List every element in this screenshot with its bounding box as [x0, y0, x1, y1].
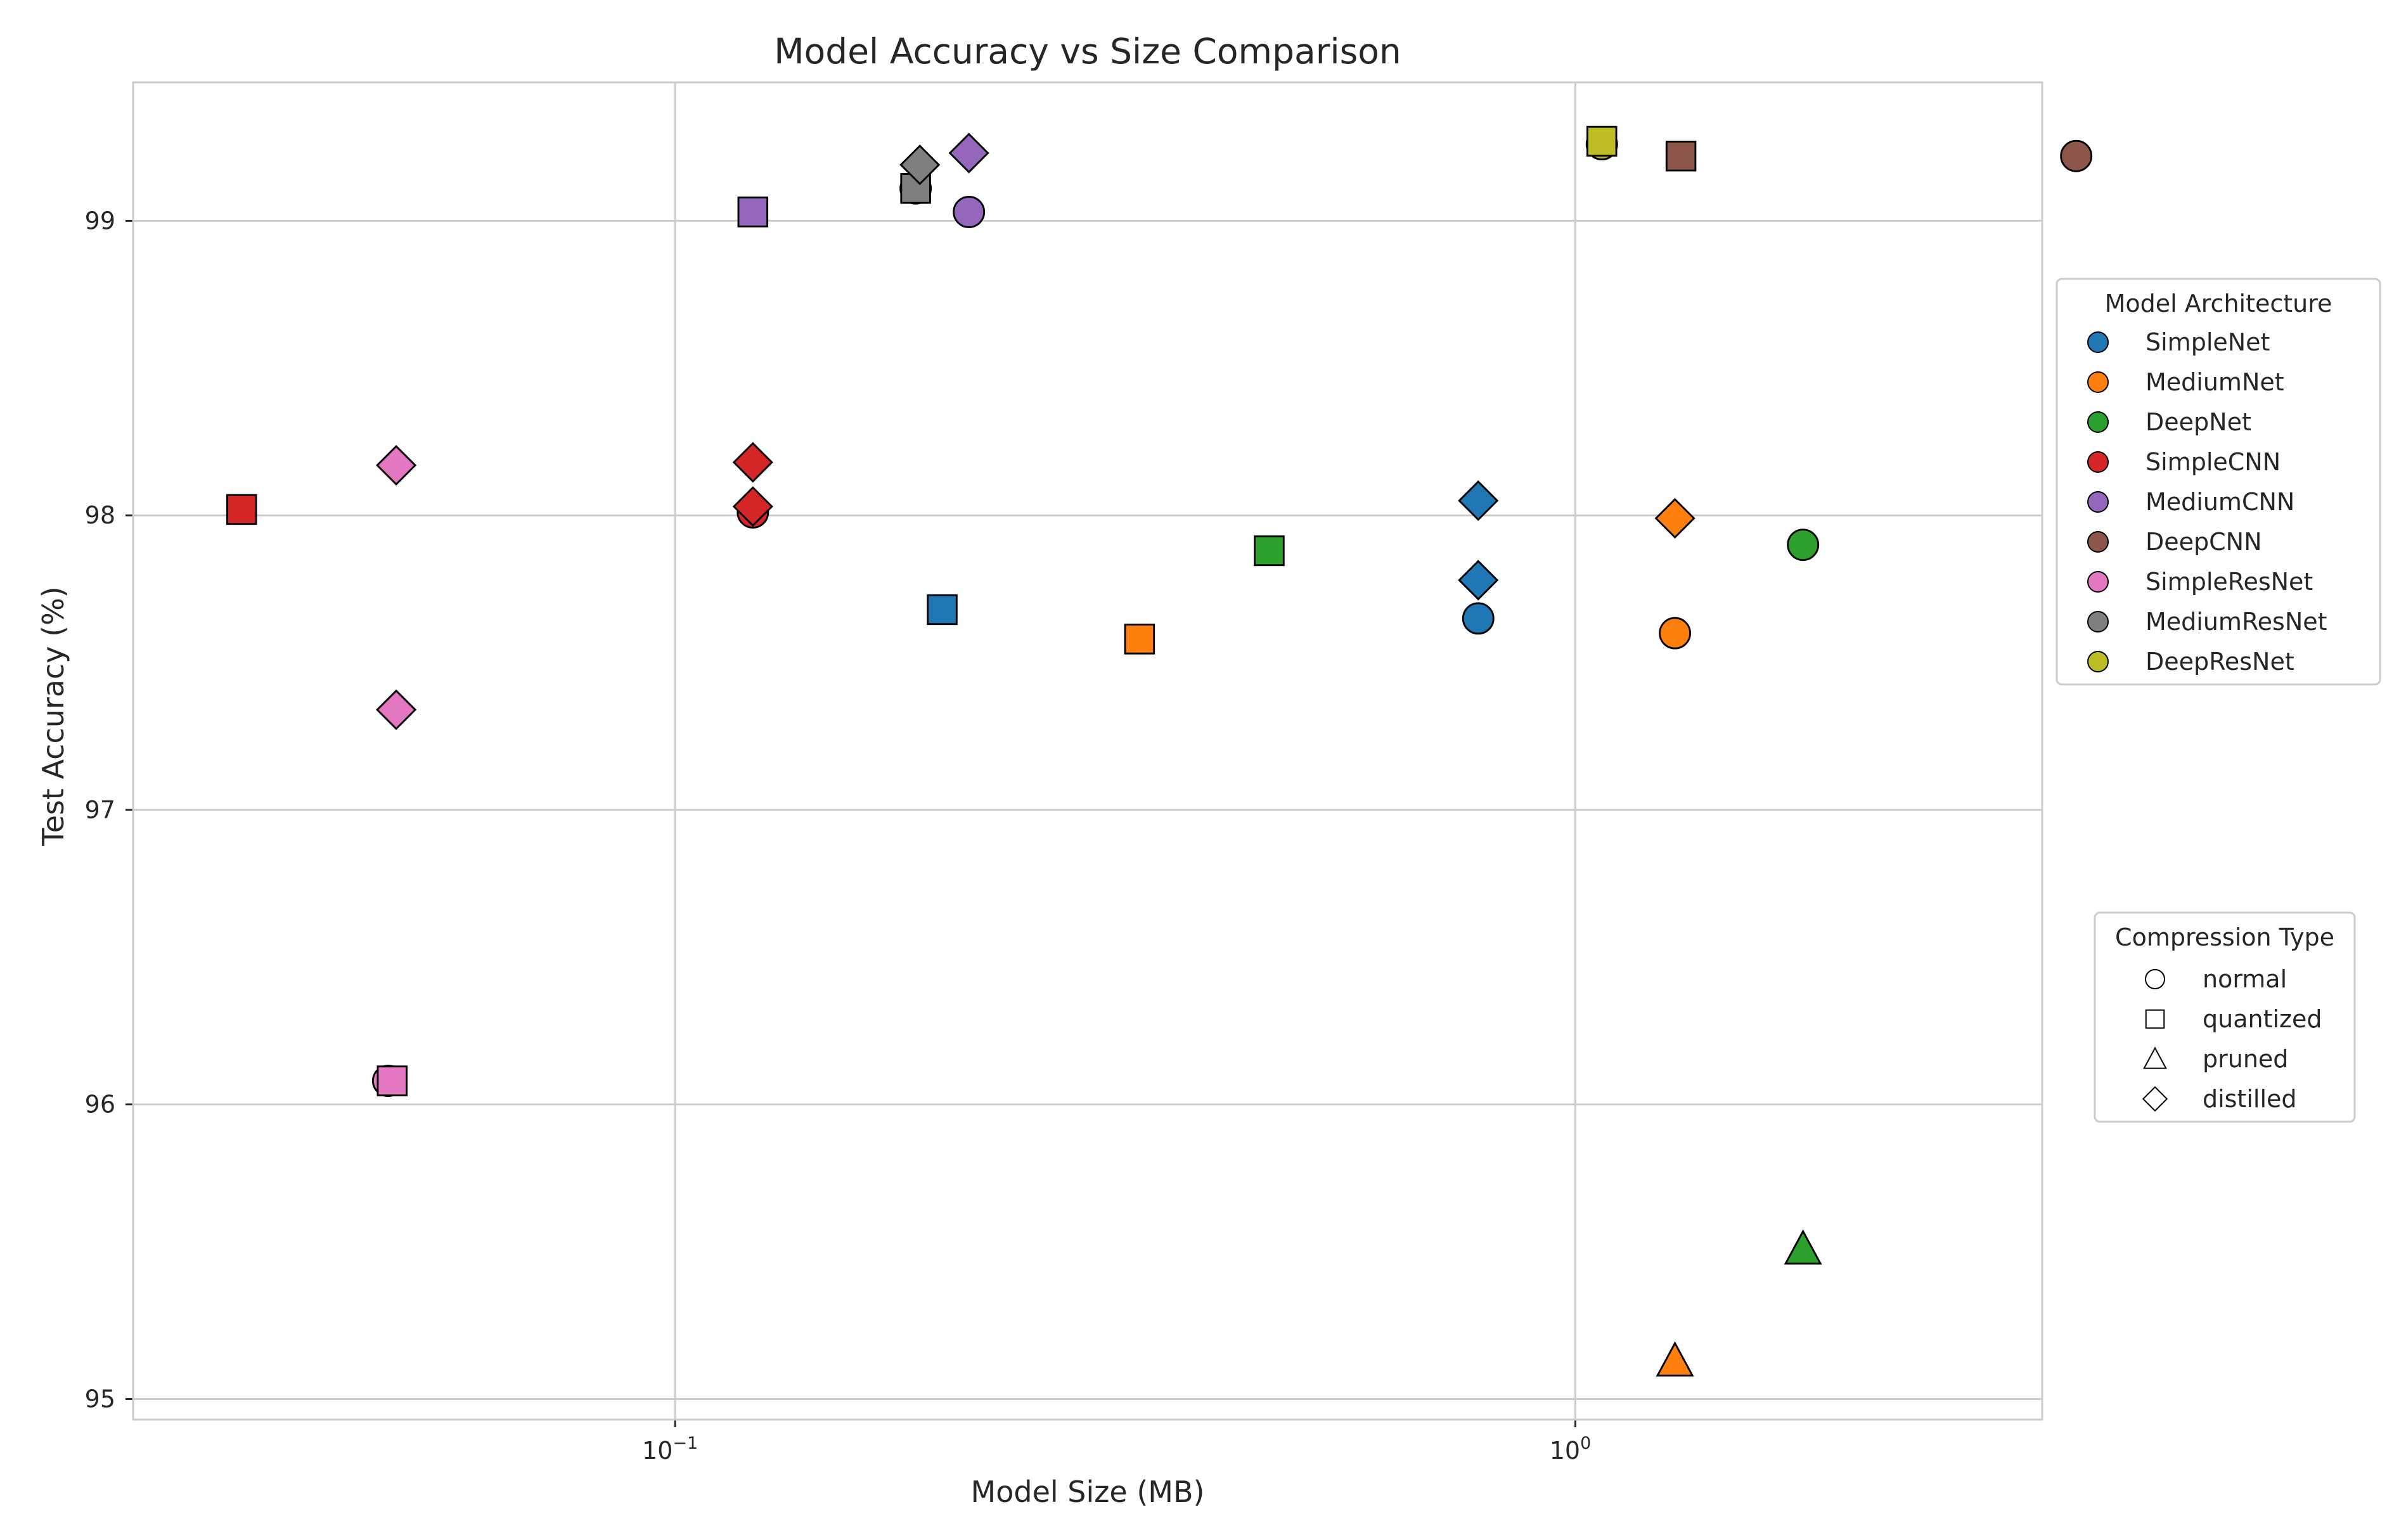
legend-swatch-mediumcnn	[2087, 491, 2109, 513]
point-mediumnet-quantized	[1124, 624, 1155, 655]
point-simplenet-quantized	[927, 594, 958, 626]
y-tick-label: 96	[85, 1091, 115, 1119]
compression-legend: Compression Type normal quantized pruned di…	[2094, 911, 2356, 1123]
chart-title: Model Accuracy vs Size Comparison	[774, 31, 1401, 72]
point-simplenet-distilled	[1458, 480, 1499, 521]
legend-swatch-mediumresnet	[2087, 611, 2109, 632]
legend-item-mediumcnn: MediumCNN	[2146, 488, 2294, 516]
legend-swatch-simplecnn	[2087, 451, 2109, 473]
y-axis-label: Test Accuracy (%)	[36, 586, 70, 846]
legend-item-normal: normal	[2203, 965, 2287, 993]
point-simpleresnet-distilled	[376, 445, 417, 486]
point-simplenet-normal	[1462, 602, 1495, 635]
architecture-legend-box	[2056, 278, 2381, 686]
point-simpleresnet-quantized	[376, 1065, 408, 1096]
point-deepnet-quantized	[1254, 535, 1285, 567]
legend-swatch-mediumnet	[2087, 371, 2109, 393]
point-simplecnn-distilled	[732, 442, 773, 483]
data-points	[226, 125, 2093, 1376]
point-simplenet-distilled	[1458, 560, 1499, 601]
architecture-legend: Model Architecture SimpleNet MediumNet Dee…	[2056, 278, 2381, 686]
y-tick-label: 97	[85, 796, 115, 824]
point-deepnet-normal	[1787, 529, 1820, 561]
legend-marker-distilled	[2142, 1086, 2168, 1112]
grid-lines	[133, 82, 2042, 1420]
point-simplecnn-quantized	[226, 494, 257, 525]
legend-marker-pruned	[2143, 1046, 2167, 1069]
legend-item-mediumresnet: MediumResNet	[2146, 608, 2327, 636]
point-mediumnet-pruned	[1656, 1341, 1694, 1376]
legend-item-pruned: pruned	[2203, 1045, 2288, 1073]
legend-item-distilled: distilled	[2203, 1085, 2297, 1113]
legend-item-deepnet: DeepNet	[2146, 408, 2251, 436]
point-mediumcnn-normal	[953, 196, 986, 228]
plot-frame	[132, 81, 2043, 1421]
axis-ticks: 95 96 97 98 99 10−1 100	[85, 207, 1592, 1465]
legend-swatch-deepnet	[2087, 411, 2109, 433]
legend-swatch-simpleresnet	[2087, 571, 2109, 593]
point-mediumcnn-quantized	[737, 196, 769, 228]
point-deepcnn-normal	[2060, 139, 2093, 172]
point-simplecnn-distilled	[732, 486, 773, 527]
point-mediumnet-normal	[1659, 617, 1692, 650]
point-mediumnet-distilled	[1654, 497, 1695, 539]
legend-item-quantized: quantized	[2203, 1005, 2322, 1033]
point-mediumresnet-distilled	[899, 144, 941, 186]
legend-item-simplecnn: SimpleCNN	[2146, 448, 2281, 476]
point-deepresnet-quantized	[1586, 125, 1618, 157]
point-mediumcnn-distilled	[948, 132, 989, 174]
point-deepcnn-quantized	[1665, 140, 1697, 172]
point-deepnet-pruned	[1784, 1229, 1822, 1265]
x-tick-label: 100	[1550, 1434, 1592, 1465]
legend-swatch-deepcnn	[2087, 531, 2109, 553]
compression-legend-title: Compression Type	[2115, 923, 2334, 951]
legend-item-simplenet: SimpleNet	[2146, 328, 2270, 356]
legend-item-deepcnn: DeepCNN	[2146, 528, 2262, 556]
y-tick-label: 99	[85, 207, 115, 234]
legend-swatch-deepresnet	[2087, 651, 2109, 672]
legend-swatch-simplenet	[2087, 331, 2109, 353]
y-tick-label: 95	[85, 1385, 115, 1413]
legend-marker-normal	[2145, 969, 2165, 989]
point-simpleresnet-distilled	[376, 689, 417, 730]
x-axis-label: Model Size (MB)	[971, 1475, 1205, 1509]
legend-marker-quantized	[2145, 1009, 2165, 1029]
y-tick-label: 98	[85, 501, 115, 529]
compression-legend-box	[2094, 911, 2356, 1123]
x-tick-label: 10−1	[642, 1434, 698, 1465]
legend-item-mediumnet: MediumNet	[2146, 368, 2284, 396]
legend-item-simpleresnet: SimpleResNet	[2146, 568, 2313, 596]
legend-item-deepresnet: DeepResNet	[2146, 648, 2294, 676]
architecture-legend-title: Model Architecture	[2105, 290, 2332, 318]
